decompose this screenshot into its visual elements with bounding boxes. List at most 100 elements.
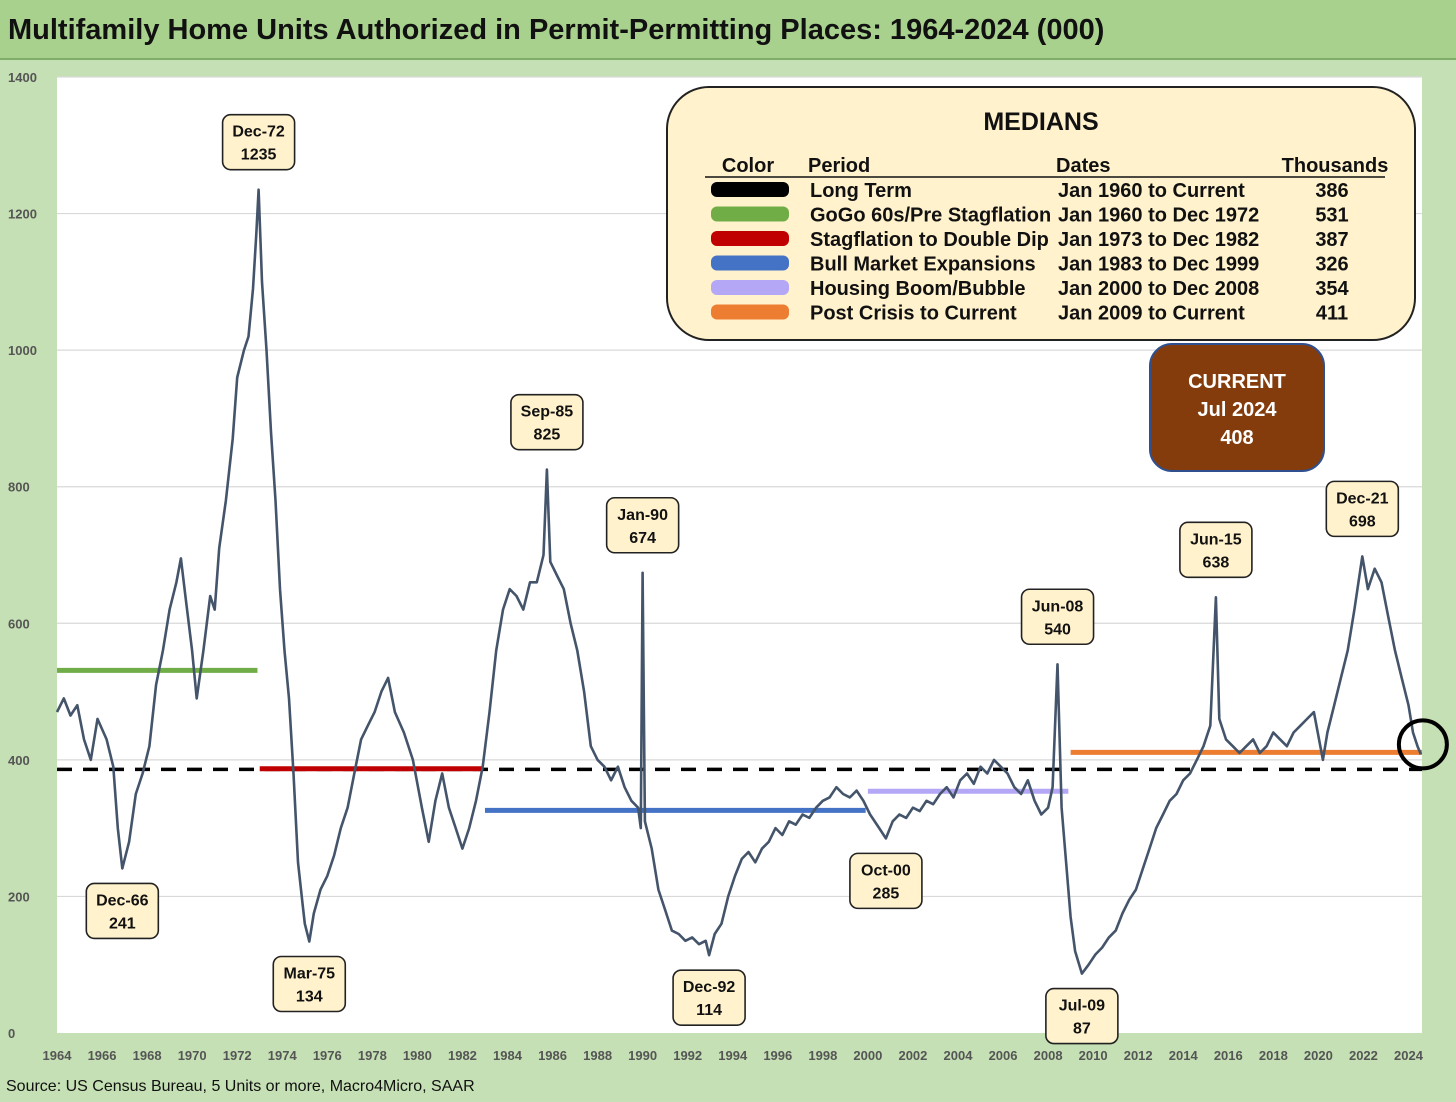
source-note: Source: US Census Bureau, 5 Units or mor…: [6, 1078, 475, 1095]
legend-header-dates: Dates: [1056, 155, 1110, 177]
x-tick-label: 2022: [1349, 1048, 1378, 1063]
legend-swatch: [711, 231, 789, 246]
median-lines: [57, 667, 1422, 813]
legend-period: Post Crisis to Current: [810, 303, 1017, 325]
x-tick-label: 1974: [268, 1048, 298, 1063]
x-tick-label: 1978: [358, 1048, 387, 1063]
series-line: [55, 188, 1423, 975]
data-label-box: [85, 882, 160, 940]
data-label-box: [1045, 987, 1119, 1045]
data-label-date: Jul-09: [1059, 998, 1105, 1015]
x-tick-label: 2004: [944, 1048, 974, 1063]
y-tick-label: 400: [8, 753, 30, 768]
legend-value: 411: [1316, 303, 1348, 325]
data-label-date: Jun-08: [1032, 598, 1084, 615]
data-label-box: [1020, 588, 1095, 646]
x-tick-label: 2024: [1394, 1048, 1424, 1063]
x-tick-label: 1998: [808, 1048, 837, 1063]
data-label-box: [672, 969, 746, 1026]
data-label-date: Dec-66: [96, 892, 149, 909]
x-tick-label: 1970: [178, 1048, 207, 1063]
x-tick-label: 2000: [853, 1048, 882, 1063]
data-label: Jan-90 674: [605, 496, 680, 554]
y-tick-label: 1400: [8, 70, 37, 85]
legend-period: Stagflation to Double Dip: [810, 229, 1049, 251]
data-label-date: Jun-15: [1190, 531, 1242, 548]
legend-value: 326: [1315, 254, 1348, 276]
legend-swatch: [711, 280, 789, 295]
data-label-date: Sep-85: [521, 404, 574, 421]
data-label: Dec-92 114: [672, 969, 746, 1026]
y-tick-label: 1000: [8, 343, 37, 358]
legend-dates: Jan 1973 to Dec 1982: [1058, 229, 1259, 251]
y-tick-label: 600: [8, 616, 30, 631]
legend-box: [666, 86, 1416, 341]
x-axis-ticks: 1964 1966 1968 1970 1972 1974 1976 1978 1980 1982…: [43, 1048, 1424, 1063]
annotations: Dec-66 241 Dec-72 1235 Mar-75 134 Sep-85 825 Jan…: [85, 113, 1400, 1045]
x-tick-label: 1994: [718, 1048, 748, 1063]
data-label-value: 241: [109, 915, 136, 932]
legend-value: 531: [1315, 205, 1348, 227]
x-tick-label: 1988: [583, 1048, 612, 1063]
x-tick-label: 1982: [448, 1048, 477, 1063]
data-label: Oct-00 285: [849, 852, 923, 910]
legend-swatch: [711, 206, 789, 222]
legend-dates: Jan 2000 to Dec 2008: [1058, 278, 1259, 300]
x-tick-label: 2010: [1079, 1048, 1108, 1063]
legend-dates: Jan 1983 to Dec 1999: [1058, 254, 1259, 276]
legend-swatch: [711, 255, 789, 271]
current-value: 408: [1220, 427, 1253, 449]
current-date: Jul 2024: [1198, 399, 1278, 421]
x-tick-label: 1990: [628, 1048, 657, 1063]
x-tick-label: 1984: [493, 1048, 523, 1063]
y-tick-label: 0: [8, 1026, 15, 1041]
legend-value: 387: [1315, 229, 1348, 251]
data-label: Jul-09 87: [1045, 987, 1119, 1045]
data-label-date: Mar-75: [283, 965, 335, 982]
x-tick-label: 2012: [1124, 1048, 1153, 1063]
legend-dates: Jan 1960 to Current: [1058, 180, 1245, 202]
legend-swatch: [711, 182, 789, 197]
data-label-value: 1235: [241, 147, 277, 164]
legend-header-thousands: Thousands: [1282, 155, 1389, 177]
legend-rows: Long Term Jan 1960 to Current 386 GoGo 60s/…: [711, 180, 1350, 325]
data-label-box: [605, 496, 680, 554]
x-tick-label: 2002: [898, 1048, 927, 1063]
x-tick-label: 1992: [673, 1048, 702, 1063]
data-label: Sep-85 825: [510, 393, 584, 451]
x-tick-label: 1986: [538, 1048, 567, 1063]
data-label: Mar-75 134: [272, 955, 347, 1013]
x-tick-label: 1972: [223, 1048, 252, 1063]
legend-header-color: Color: [722, 155, 774, 177]
data-label-date: Jan-90: [617, 507, 668, 524]
legend-value: 354: [1315, 278, 1349, 300]
title-bar: Multifamily Home Units Authorized in Per…: [0, 0, 1456, 60]
y-tick-label: 1200: [8, 207, 37, 222]
x-tick-label: 1996: [763, 1048, 792, 1063]
x-tick-label: 2018: [1259, 1048, 1288, 1063]
x-tick-label: 2008: [1034, 1048, 1063, 1063]
y-tick-label: 800: [8, 480, 30, 495]
legend-swatch: [711, 304, 789, 320]
x-tick-label: 1976: [313, 1048, 342, 1063]
data-label: Dec-21 698: [1325, 480, 1400, 538]
legend-period: Bull Market Expansions: [810, 254, 1036, 276]
x-tick-label: 2016: [1214, 1048, 1243, 1063]
current-box: CURRENT Jul 2024 408: [1149, 343, 1325, 472]
data-label: Jun-08 540: [1020, 588, 1095, 646]
data-label-date: Oct-00: [861, 862, 911, 879]
data-label-box: [849, 852, 923, 910]
data-label-value: 540: [1044, 621, 1071, 638]
current-box-bg: [1149, 343, 1325, 472]
x-tick-label: 1964: [43, 1048, 73, 1063]
data-label-box: [221, 113, 296, 171]
legend-header-period: Period: [808, 155, 870, 177]
legend-title: MEDIANS: [983, 108, 1098, 136]
legend-period: GoGo 60s/Pre Stagflation: [810, 205, 1051, 227]
data-label-date: Dec-72: [232, 124, 285, 141]
x-tick-label: 1968: [133, 1048, 162, 1063]
legend-dates: Jan 1960 to Dec 1972: [1058, 205, 1259, 227]
data-label: Dec-72 1235: [221, 113, 296, 171]
current-label: CURRENT: [1188, 371, 1286, 393]
